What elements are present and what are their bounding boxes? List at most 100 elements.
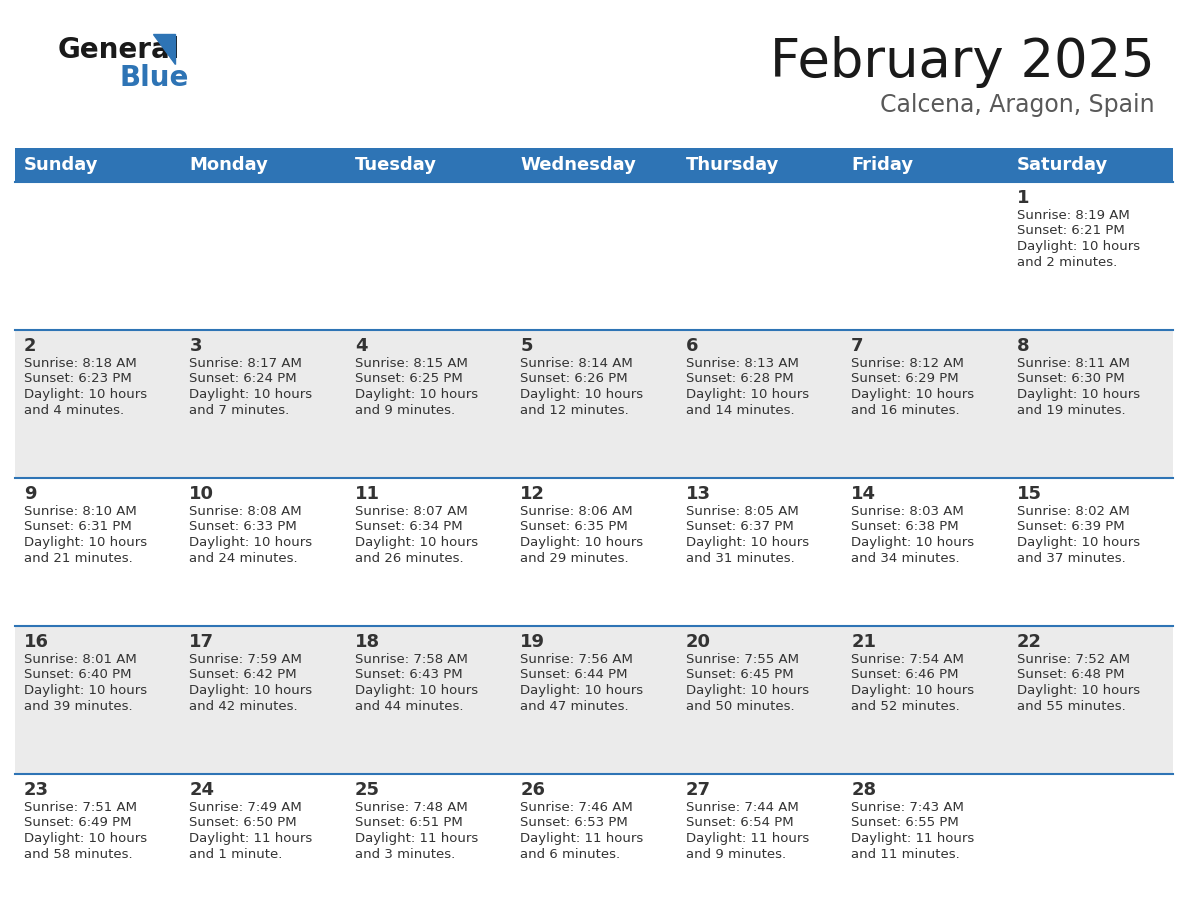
Polygon shape <box>153 34 175 64</box>
Text: Sunrise: 8:07 AM: Sunrise: 8:07 AM <box>355 505 468 518</box>
Text: 17: 17 <box>189 633 214 651</box>
Text: Sunrise: 7:48 AM: Sunrise: 7:48 AM <box>355 801 468 814</box>
Text: and 9 minutes.: and 9 minutes. <box>355 404 455 417</box>
Text: and 14 minutes.: and 14 minutes. <box>685 404 795 417</box>
Text: Daylight: 10 hours: Daylight: 10 hours <box>1017 684 1139 697</box>
Text: Sunset: 6:26 PM: Sunset: 6:26 PM <box>520 373 628 386</box>
Text: and 52 minutes.: and 52 minutes. <box>851 700 960 712</box>
Text: Sunrise: 8:15 AM: Sunrise: 8:15 AM <box>355 357 468 370</box>
Text: and 47 minutes.: and 47 minutes. <box>520 700 628 712</box>
Text: Daylight: 10 hours: Daylight: 10 hours <box>355 388 478 401</box>
Text: Daylight: 10 hours: Daylight: 10 hours <box>520 684 644 697</box>
Text: 26: 26 <box>520 781 545 799</box>
Text: Sunset: 6:30 PM: Sunset: 6:30 PM <box>1017 373 1124 386</box>
Text: Daylight: 10 hours: Daylight: 10 hours <box>685 684 809 697</box>
Bar <box>15 774 1173 918</box>
Text: Sunrise: 7:49 AM: Sunrise: 7:49 AM <box>189 801 302 814</box>
Text: Sunrise: 7:43 AM: Sunrise: 7:43 AM <box>851 801 963 814</box>
Text: Daylight: 10 hours: Daylight: 10 hours <box>685 388 809 401</box>
Text: 9: 9 <box>24 485 37 503</box>
Text: and 29 minutes.: and 29 minutes. <box>520 552 628 565</box>
Text: and 37 minutes.: and 37 minutes. <box>1017 552 1125 565</box>
Text: Sunset: 6:54 PM: Sunset: 6:54 PM <box>685 816 794 830</box>
Text: Daylight: 10 hours: Daylight: 10 hours <box>1017 240 1139 253</box>
Text: 18: 18 <box>355 633 380 651</box>
Text: Thursday: Thursday <box>685 156 779 174</box>
Text: 25: 25 <box>355 781 380 799</box>
Text: Sunrise: 7:51 AM: Sunrise: 7:51 AM <box>24 801 137 814</box>
Text: and 26 minutes.: and 26 minutes. <box>355 552 463 565</box>
Text: and 55 minutes.: and 55 minutes. <box>1017 700 1125 712</box>
Text: Sunrise: 7:55 AM: Sunrise: 7:55 AM <box>685 653 798 666</box>
Text: and 6 minutes.: and 6 minutes. <box>520 847 620 860</box>
Text: Daylight: 10 hours: Daylight: 10 hours <box>24 684 147 697</box>
Text: Sunset: 6:39 PM: Sunset: 6:39 PM <box>1017 521 1124 533</box>
Text: 8: 8 <box>1017 337 1029 355</box>
Text: 11: 11 <box>355 485 380 503</box>
Text: Daylight: 11 hours: Daylight: 11 hours <box>520 832 644 845</box>
Text: and 9 minutes.: and 9 minutes. <box>685 847 785 860</box>
Text: Sunset: 6:34 PM: Sunset: 6:34 PM <box>355 521 462 533</box>
Text: 5: 5 <box>520 337 532 355</box>
Text: Sunset: 6:44 PM: Sunset: 6:44 PM <box>520 668 627 681</box>
Text: 10: 10 <box>189 485 214 503</box>
Text: 27: 27 <box>685 781 710 799</box>
Text: Sunset: 6:53 PM: Sunset: 6:53 PM <box>520 816 628 830</box>
Text: and 11 minutes.: and 11 minutes. <box>851 847 960 860</box>
Text: Daylight: 10 hours: Daylight: 10 hours <box>1017 536 1139 549</box>
Text: and 3 minutes.: and 3 minutes. <box>355 847 455 860</box>
Text: 20: 20 <box>685 633 710 651</box>
Text: Sunrise: 8:06 AM: Sunrise: 8:06 AM <box>520 505 633 518</box>
Text: Calcena, Aragon, Spain: Calcena, Aragon, Spain <box>880 93 1155 117</box>
Text: 16: 16 <box>24 633 49 651</box>
Text: and 7 minutes.: and 7 minutes. <box>189 404 290 417</box>
Text: 1: 1 <box>1017 189 1029 207</box>
Text: and 44 minutes.: and 44 minutes. <box>355 700 463 712</box>
Text: and 16 minutes.: and 16 minutes. <box>851 404 960 417</box>
Text: and 12 minutes.: and 12 minutes. <box>520 404 628 417</box>
Text: Sunrise: 8:08 AM: Sunrise: 8:08 AM <box>189 505 302 518</box>
Text: Daylight: 10 hours: Daylight: 10 hours <box>851 388 974 401</box>
Text: 13: 13 <box>685 485 710 503</box>
Text: Sunset: 6:49 PM: Sunset: 6:49 PM <box>24 816 132 830</box>
Text: 3: 3 <box>189 337 202 355</box>
Text: Sunset: 6:31 PM: Sunset: 6:31 PM <box>24 521 132 533</box>
Text: Daylight: 10 hours: Daylight: 10 hours <box>851 684 974 697</box>
Text: 24: 24 <box>189 781 214 799</box>
Text: 7: 7 <box>851 337 864 355</box>
Text: Daylight: 10 hours: Daylight: 10 hours <box>24 388 147 401</box>
Text: Sunrise: 8:17 AM: Sunrise: 8:17 AM <box>189 357 302 370</box>
Text: Sunrise: 7:58 AM: Sunrise: 7:58 AM <box>355 653 468 666</box>
Text: Sunrise: 8:19 AM: Sunrise: 8:19 AM <box>1017 209 1130 222</box>
Text: Daylight: 11 hours: Daylight: 11 hours <box>355 832 478 845</box>
Text: and 34 minutes.: and 34 minutes. <box>851 552 960 565</box>
Bar <box>15 148 1173 182</box>
Text: Sunrise: 7:56 AM: Sunrise: 7:56 AM <box>520 653 633 666</box>
Text: Daylight: 10 hours: Daylight: 10 hours <box>189 388 312 401</box>
Text: Sunset: 6:25 PM: Sunset: 6:25 PM <box>355 373 462 386</box>
Text: 23: 23 <box>24 781 49 799</box>
Text: Monday: Monday <box>189 156 268 174</box>
Text: and 50 minutes.: and 50 minutes. <box>685 700 795 712</box>
Text: and 42 minutes.: and 42 minutes. <box>189 700 298 712</box>
Text: Daylight: 10 hours: Daylight: 10 hours <box>520 388 644 401</box>
Text: Sunset: 6:23 PM: Sunset: 6:23 PM <box>24 373 132 386</box>
Text: Sunrise: 7:46 AM: Sunrise: 7:46 AM <box>520 801 633 814</box>
Text: Sunset: 6:29 PM: Sunset: 6:29 PM <box>851 373 959 386</box>
Text: Daylight: 10 hours: Daylight: 10 hours <box>189 684 312 697</box>
Text: Sunrise: 7:59 AM: Sunrise: 7:59 AM <box>189 653 302 666</box>
Text: Sunrise: 7:44 AM: Sunrise: 7:44 AM <box>685 801 798 814</box>
Text: 21: 21 <box>851 633 876 651</box>
Text: Sunset: 6:21 PM: Sunset: 6:21 PM <box>1017 225 1124 238</box>
Text: Sunrise: 8:02 AM: Sunrise: 8:02 AM <box>1017 505 1130 518</box>
Text: Sunrise: 7:54 AM: Sunrise: 7:54 AM <box>851 653 963 666</box>
Text: Daylight: 10 hours: Daylight: 10 hours <box>685 536 809 549</box>
Text: Sunset: 6:35 PM: Sunset: 6:35 PM <box>520 521 628 533</box>
Text: Sunset: 6:46 PM: Sunset: 6:46 PM <box>851 668 959 681</box>
Text: Daylight: 10 hours: Daylight: 10 hours <box>355 536 478 549</box>
Text: Sunset: 6:55 PM: Sunset: 6:55 PM <box>851 816 959 830</box>
Text: 4: 4 <box>355 337 367 355</box>
Text: Sunrise: 8:11 AM: Sunrise: 8:11 AM <box>1017 357 1130 370</box>
Text: Sunrise: 8:10 AM: Sunrise: 8:10 AM <box>24 505 137 518</box>
Text: Saturday: Saturday <box>1017 156 1108 174</box>
